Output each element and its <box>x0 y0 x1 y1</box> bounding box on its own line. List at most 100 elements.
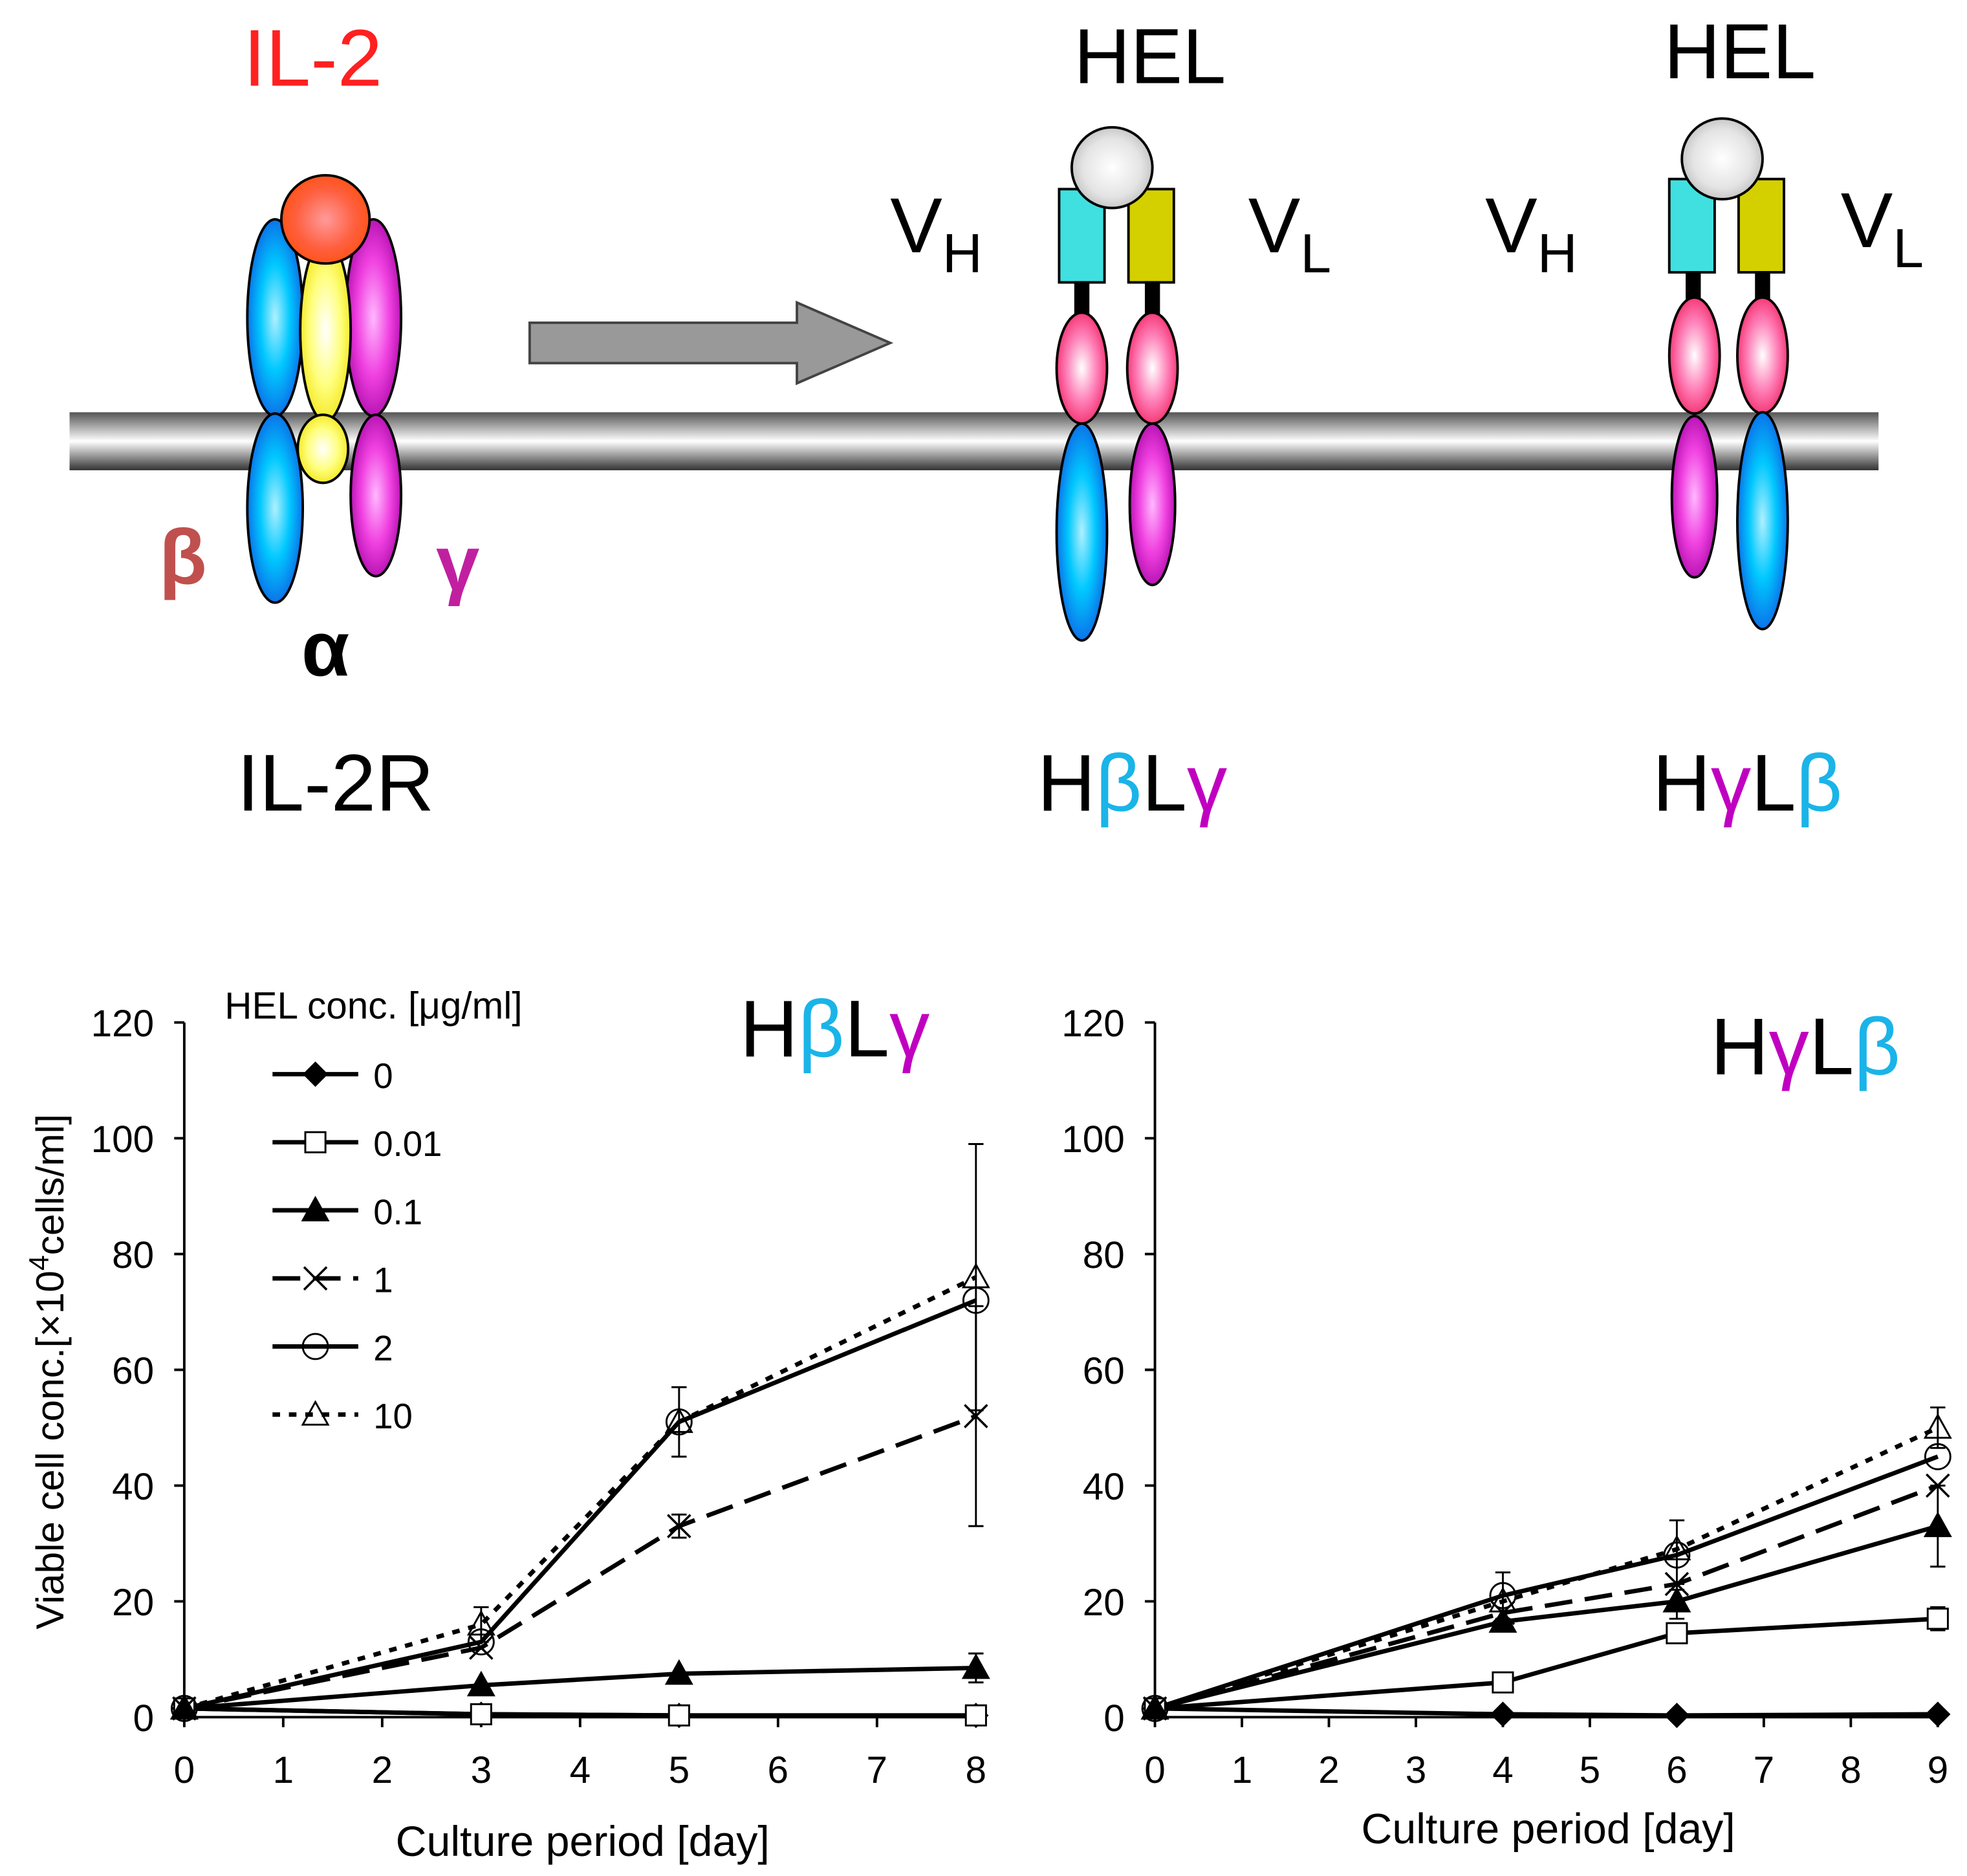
x-tick-label: 3 <box>471 1749 492 1791</box>
construct-hbetalgamma <box>1055 125 1179 642</box>
data-point-1 <box>1664 1571 1690 1597</box>
y-axis-label: Viable cell conc.[×104cells/ml] <box>23 1114 71 1630</box>
title-char: H <box>740 984 798 1074</box>
data-point-10 <box>1488 1586 1517 1613</box>
legend: HEL conc. [μg/ml] 0 0.01 0.1 1 2 10 <box>224 985 522 1436</box>
x-tick-label: 3 <box>1406 1749 1427 1791</box>
title-char: γ <box>889 984 929 1074</box>
hel-antigen <box>1680 117 1764 201</box>
chart-title-1: HβLγ <box>740 984 930 1074</box>
beta-transmembrane <box>1736 411 1789 631</box>
series-line-0 <box>1155 1706 1938 1718</box>
vh-label-1: VH <box>890 182 983 285</box>
legend-label-0.1: 0.1 <box>373 1192 422 1232</box>
y-tick-label: 60 <box>1083 1350 1125 1392</box>
y-tick-label: 80 <box>112 1234 154 1276</box>
y-tick-label: 120 <box>1061 1003 1125 1045</box>
hel-label-1: HEL <box>1074 13 1226 100</box>
x-axis-label-1: Culture period [day] <box>396 1818 770 1866</box>
beta-chain-lower <box>246 412 305 604</box>
vl-linker <box>1755 271 1770 301</box>
x-tick-label: 2 <box>1318 1749 1340 1791</box>
data-point-10 <box>664 1407 693 1434</box>
data-point-2 <box>1924 1443 1951 1470</box>
legend-label-0.01: 0.01 <box>373 1124 442 1164</box>
x-tick-label: 0 <box>174 1749 195 1791</box>
y-tick-label: 120 <box>91 1003 155 1045</box>
chart-title-2: HγLβ <box>1710 1001 1900 1091</box>
data-point-1 <box>1142 1696 1168 1721</box>
y-tick-label: 40 <box>112 1466 154 1508</box>
data-point-10 <box>169 1694 199 1720</box>
series-line-10 <box>183 1275 977 1711</box>
data-point-2 <box>1663 1541 1691 1569</box>
data-point-1 <box>667 1514 691 1538</box>
data-point-0.01 <box>1492 1671 1514 1694</box>
legend-marker-0 <box>302 1061 329 1087</box>
data-point-1 <box>172 1696 197 1721</box>
x-tick-label: 5 <box>1580 1749 1601 1791</box>
data-point-0.1 <box>961 1653 990 1679</box>
y-tick-label: 0 <box>1103 1697 1125 1740</box>
hel-antigen <box>1070 125 1154 210</box>
series-line-1 <box>184 1413 977 1711</box>
x-tick-label: 8 <box>966 1749 987 1791</box>
heavy-constant-domain <box>1668 296 1721 415</box>
x-tick-label: 7 <box>1754 1749 1775 1791</box>
data-point-1 <box>1926 1473 1950 1498</box>
data-point-0.1 <box>664 1659 693 1685</box>
data-point-10 <box>466 1609 495 1636</box>
data-point-0.01 <box>964 1704 987 1727</box>
legend-marker-0.1 <box>301 1195 330 1222</box>
x-axis-label-2: Culture period [day] <box>1362 1805 1735 1853</box>
alpha-chain-upper <box>299 238 353 422</box>
legend-marker-2 <box>301 1333 329 1360</box>
gamma-label: γ <box>436 519 479 607</box>
x-tick-label: 4 <box>1492 1749 1514 1791</box>
data-point-10 <box>1923 1413 1952 1439</box>
y-tick-label: 40 <box>1083 1466 1125 1508</box>
gamma-transmembrane <box>1670 415 1719 579</box>
il2-label: IL-2 <box>243 14 382 104</box>
data-point-0.01 <box>1926 1608 1949 1630</box>
legend-marker-10 <box>301 1400 330 1426</box>
y-tick-label: 0 <box>133 1697 155 1740</box>
x-tick-label: 6 <box>768 1749 789 1791</box>
il2-receptor <box>246 173 403 604</box>
data-point-0.1 <box>466 1670 495 1697</box>
series-line-0.1 <box>184 1665 976 1711</box>
legend-marker-1 <box>303 1266 328 1291</box>
title-char: H <box>1710 1001 1768 1091</box>
y-tick-label: 20 <box>112 1582 154 1624</box>
hel-label-2: HEL <box>1664 8 1816 95</box>
vl-label-2: VL <box>1841 177 1924 279</box>
data-point-1 <box>964 1404 988 1428</box>
data-point-0 <box>1664 1703 1690 1729</box>
legend-label-1: 1 <box>373 1261 393 1300</box>
x-tick-label: 0 <box>1144 1749 1166 1791</box>
title-char: γ <box>1768 1001 1809 1091</box>
title-char: β <box>798 984 845 1074</box>
beta-transmembrane <box>1055 422 1109 642</box>
il2-ligand <box>279 173 371 265</box>
x-tick-label: 8 <box>1840 1749 1862 1791</box>
data-point-1 <box>469 1635 494 1660</box>
data-point-2 <box>1489 1582 1517 1609</box>
title-char: L <box>845 984 889 1074</box>
legend-label-0: 0 <box>373 1056 393 1096</box>
x-tick-label: 7 <box>867 1749 888 1791</box>
series-line-2 <box>184 1298 977 1711</box>
transition-arrow <box>528 300 894 386</box>
y-tick-label: 60 <box>112 1350 154 1392</box>
data-point-0.01 <box>668 1704 690 1727</box>
beta-label: β <box>159 513 207 600</box>
chart-hgammalbeta: 0 20 40 60 80 100 120 0 1 2 3 4 5 6 7 8 9 <box>1061 1003 1952 1791</box>
construct-hgammalbeta <box>1668 117 1789 631</box>
data-point-0.1 <box>1923 1511 1952 1538</box>
data-point-0.01 <box>1666 1622 1688 1644</box>
light-constant-domain <box>1125 311 1179 425</box>
data-point-0 <box>1925 1701 1951 1727</box>
